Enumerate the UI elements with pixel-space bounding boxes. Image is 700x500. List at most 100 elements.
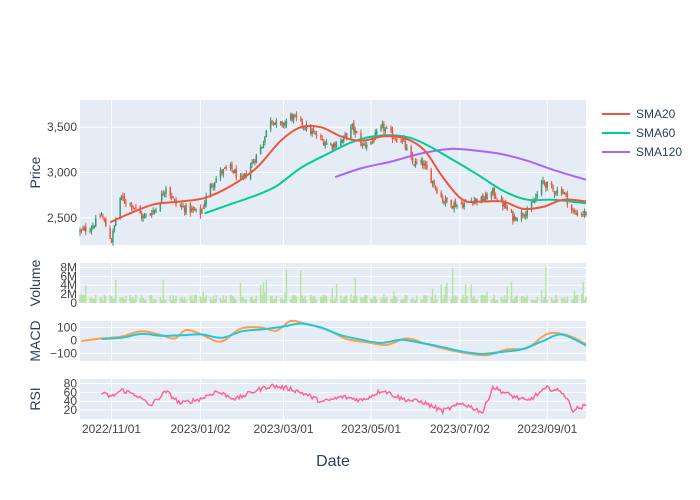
volume-bar <box>532 300 534 303</box>
volume-y-tick-label: 2M <box>60 287 77 301</box>
volume-bar <box>480 294 483 303</box>
candle-body <box>135 207 137 209</box>
candle-body <box>565 192 567 195</box>
rsi-axis-title: RSI <box>27 387 43 410</box>
candle-body <box>421 161 424 166</box>
candle-body <box>92 225 94 229</box>
candle-body <box>215 178 217 183</box>
candle-body <box>301 119 303 126</box>
candle-body <box>572 210 574 212</box>
volume-bar <box>423 294 425 303</box>
volume-bar <box>410 299 412 303</box>
volume-bar <box>203 297 206 303</box>
volume-bar <box>374 295 377 303</box>
volume-bar <box>211 300 213 303</box>
candle-body <box>120 195 123 198</box>
candle-body <box>532 200 534 203</box>
candle-body <box>426 164 428 170</box>
candle-body <box>583 210 586 215</box>
candle-body <box>272 122 275 125</box>
candle-body <box>122 195 124 199</box>
candle-body <box>570 205 573 211</box>
volume-bar <box>540 290 543 303</box>
candle-body <box>172 197 174 199</box>
volume-bar <box>433 300 435 303</box>
volume-bar <box>494 300 497 303</box>
x-tick-label: 2022/11/01 <box>82 422 141 436</box>
legend-item-sma60[interactable]: SMA60 <box>602 126 676 140</box>
volume-bar <box>580 294 583 303</box>
candle-body <box>304 128 306 130</box>
volume-bar <box>241 297 243 303</box>
candle-body <box>523 214 526 216</box>
candle-body <box>365 144 368 148</box>
candle-body <box>264 136 266 143</box>
candle-body <box>542 180 544 182</box>
candle-body <box>241 175 243 178</box>
volume-bar <box>325 295 328 303</box>
candle-body <box>315 134 318 137</box>
candle-body <box>460 203 463 205</box>
candle-body <box>576 211 579 216</box>
candle-body <box>302 127 305 129</box>
macd-y-tick-label: 0 <box>70 333 77 347</box>
candle-body <box>494 195 497 199</box>
volume-bar <box>239 282 242 303</box>
candle-body <box>433 179 435 186</box>
candle-body <box>195 208 197 210</box>
x-tick-label: 2023/09/01 <box>517 422 577 436</box>
volume-bar <box>453 297 455 303</box>
legend[interactable]: SMA20 SMA60 SMA120 <box>602 107 682 159</box>
candle-body <box>440 192 442 198</box>
volume-bar <box>436 299 438 303</box>
candle-body <box>493 188 496 197</box>
volume-bar <box>139 298 141 303</box>
volume-bar <box>149 294 151 303</box>
candle-body <box>332 143 335 148</box>
x-tick-label: 2023/01/02 <box>170 422 230 436</box>
volume-bar <box>89 297 91 303</box>
candle-body <box>424 162 427 166</box>
volume-bar <box>222 295 225 303</box>
volume-bar <box>321 297 323 303</box>
volume-bar <box>350 294 352 303</box>
candle-body <box>443 201 445 203</box>
candle-body <box>375 131 378 135</box>
volume-bar <box>261 295 263 303</box>
candle-body <box>140 213 143 219</box>
candle-body <box>95 217 97 227</box>
candle-body <box>343 136 345 142</box>
volume-bar <box>300 270 302 303</box>
volume-bar <box>570 300 573 303</box>
volume-y-tick-label: 6M <box>60 269 77 283</box>
volume-bar <box>400 299 402 303</box>
candle-body <box>90 228 93 232</box>
candle-body <box>520 211 523 220</box>
volume-bar <box>162 279 164 303</box>
candle-body <box>450 199 453 208</box>
candle-body <box>530 201 533 209</box>
volume-bar <box>83 294 86 303</box>
volume-bar <box>311 296 313 303</box>
candle-body <box>255 154 258 163</box>
candle-body <box>251 162 253 165</box>
candle-body <box>522 213 524 216</box>
volume-bar <box>386 296 388 303</box>
candle-body <box>411 155 414 164</box>
candle-body <box>483 199 485 201</box>
candle-body <box>513 215 516 221</box>
volume-bar <box>310 295 312 303</box>
candle-body <box>244 173 246 177</box>
legend-item-sma120[interactable]: SMA120 <box>602 145 682 159</box>
price-axis-title: Price <box>27 156 43 188</box>
volume-bar <box>160 300 163 303</box>
volume-bar <box>271 296 273 303</box>
volume-bar <box>583 299 586 303</box>
legend-item-sma20[interactable]: SMA20 <box>602 107 676 121</box>
candle-body <box>130 203 133 208</box>
volume-bar <box>472 297 474 303</box>
volume-bar <box>476 299 478 303</box>
candle-body <box>340 140 342 147</box>
candle-body <box>582 214 584 216</box>
candle-body <box>512 211 514 222</box>
